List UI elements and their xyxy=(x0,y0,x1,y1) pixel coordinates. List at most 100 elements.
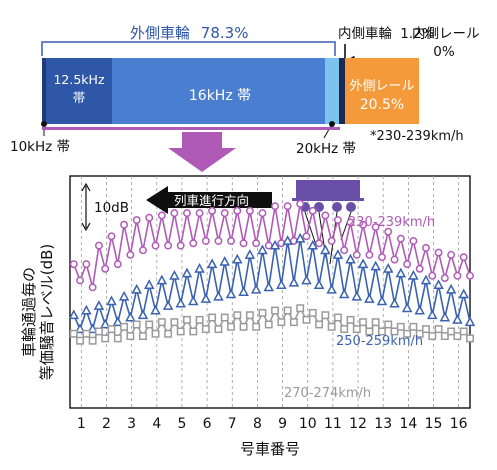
data-point xyxy=(238,286,249,296)
data-point xyxy=(445,283,457,294)
train-car-icon xyxy=(292,180,364,265)
data-point xyxy=(101,264,110,273)
data-point xyxy=(164,241,173,250)
data-point xyxy=(264,320,273,329)
data-point xyxy=(296,199,305,208)
data-point xyxy=(466,334,474,343)
data-point xyxy=(403,329,412,338)
data-point xyxy=(113,334,122,343)
data-point xyxy=(315,239,324,248)
data-point xyxy=(384,320,393,329)
data-point xyxy=(126,332,135,341)
data-point xyxy=(87,323,98,334)
data-point xyxy=(447,327,456,336)
data-point xyxy=(359,220,368,229)
data-point xyxy=(162,300,174,310)
data-point xyxy=(301,274,312,285)
segment-20khz xyxy=(325,58,339,124)
data-point xyxy=(395,267,407,278)
data-point xyxy=(340,325,349,334)
data-point xyxy=(396,322,405,331)
x-tick-label: 9 xyxy=(278,416,287,432)
data-point xyxy=(447,250,456,259)
data-point xyxy=(458,288,469,299)
data-point xyxy=(126,250,135,259)
data-point xyxy=(428,271,437,280)
data-point xyxy=(288,276,300,287)
data-point xyxy=(195,315,204,324)
data-point xyxy=(188,295,199,306)
data-point xyxy=(439,311,451,322)
x-tick-label: 12 xyxy=(349,416,367,432)
data-point xyxy=(401,302,413,313)
data-point xyxy=(170,209,179,218)
data-point xyxy=(157,318,166,327)
x-tick-label: 1 xyxy=(77,416,86,432)
transition-arrow xyxy=(168,132,236,172)
data-point xyxy=(321,311,330,320)
data-point xyxy=(106,295,117,306)
data-point xyxy=(151,329,160,338)
x-tick-label: 8 xyxy=(253,416,262,432)
data-point xyxy=(434,248,443,257)
x-tick-label: 11 xyxy=(324,416,342,432)
data-point xyxy=(208,206,217,215)
data-point xyxy=(294,232,306,243)
data-point xyxy=(276,279,287,289)
data-point xyxy=(296,304,305,313)
data-point xyxy=(345,253,356,264)
data-point xyxy=(76,336,85,345)
data-point xyxy=(326,283,337,294)
data-point xyxy=(143,279,155,289)
series-label-250-259: 250-259km/h xyxy=(336,334,423,349)
segment-outer-rail xyxy=(345,58,419,124)
data-point xyxy=(365,250,374,259)
data-point xyxy=(214,237,223,245)
data-point xyxy=(283,202,292,211)
line-chart-panel: 車輪通過毎の 等価騒音レベル(dB) 10dB 列車進行方向 230-239km… xyxy=(20,175,476,458)
data-point xyxy=(157,211,166,220)
data-point xyxy=(206,258,218,269)
data-point xyxy=(346,315,355,324)
data-point xyxy=(183,209,191,218)
data-point xyxy=(338,288,350,299)
outer-wheel-header: 外側車輪 78.3% xyxy=(130,24,248,42)
data-point xyxy=(320,244,331,255)
data-point xyxy=(282,235,293,245)
data-point xyxy=(250,283,262,294)
data-point xyxy=(220,313,229,322)
data-point xyxy=(219,256,230,266)
data-point xyxy=(132,320,141,329)
data-point xyxy=(201,237,210,245)
data-point xyxy=(377,327,386,336)
data-point xyxy=(195,209,204,218)
y-axis-label-line1: 車輪通過毎の xyxy=(20,267,38,357)
data-point xyxy=(112,316,124,327)
data-point xyxy=(120,220,129,229)
data-point xyxy=(94,327,103,336)
data-point xyxy=(351,290,363,301)
data-point xyxy=(76,276,85,285)
data-point xyxy=(214,325,223,334)
x-tick-label: 2 xyxy=(102,416,111,432)
data-point xyxy=(459,253,468,262)
data-point xyxy=(464,316,476,327)
x-tick-label: 6 xyxy=(203,416,212,432)
data-point xyxy=(307,239,319,250)
data-point xyxy=(258,209,267,218)
data-point xyxy=(82,260,91,269)
data-point xyxy=(93,300,105,310)
label-12-5khz-band: 帯 xyxy=(73,90,86,105)
data-point xyxy=(365,327,374,336)
data-point xyxy=(233,311,242,320)
data-point xyxy=(232,253,243,264)
data-point xyxy=(352,325,361,334)
inner-rail-header: 内側レール xyxy=(412,26,480,42)
data-point xyxy=(346,218,355,227)
x-tick-label: 5 xyxy=(177,416,186,432)
data-point xyxy=(88,283,97,292)
data-point xyxy=(258,308,267,317)
data-point xyxy=(409,322,418,331)
data-point xyxy=(99,318,111,329)
data-point xyxy=(434,325,443,334)
